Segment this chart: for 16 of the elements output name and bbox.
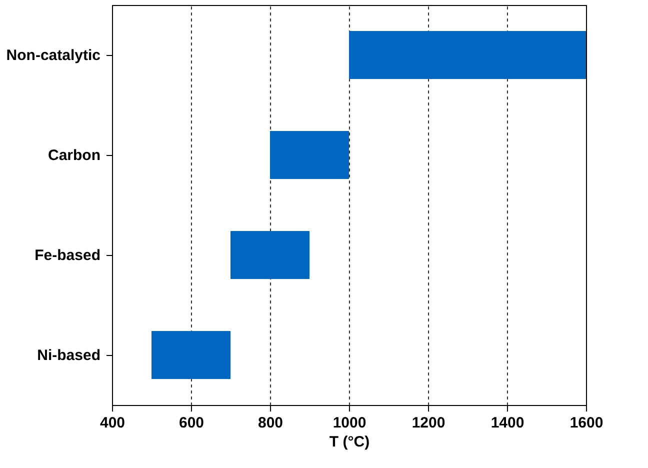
y-tick-label: Carbon [48, 147, 100, 164]
x-tick-label: 1400 [490, 414, 524, 432]
x-tick-label: 1600 [570, 414, 604, 432]
x-tick-label: 1000 [332, 414, 366, 432]
x-tick-label: 400 [100, 414, 126, 432]
bar [230, 231, 310, 279]
x-tick-label: 600 [178, 414, 204, 432]
y-tick-label: Ni-based [37, 347, 100, 364]
bar [349, 31, 586, 79]
x-tick-label: 800 [258, 414, 284, 432]
y-tick-label: Non-catalytic [6, 47, 100, 64]
x-tick-label: 1200 [412, 414, 446, 432]
bar [270, 131, 349, 179]
x-axis-title: T (°C) [329, 434, 370, 450]
y-tick-label: Fe-based [34, 247, 100, 264]
bar [152, 331, 230, 379]
